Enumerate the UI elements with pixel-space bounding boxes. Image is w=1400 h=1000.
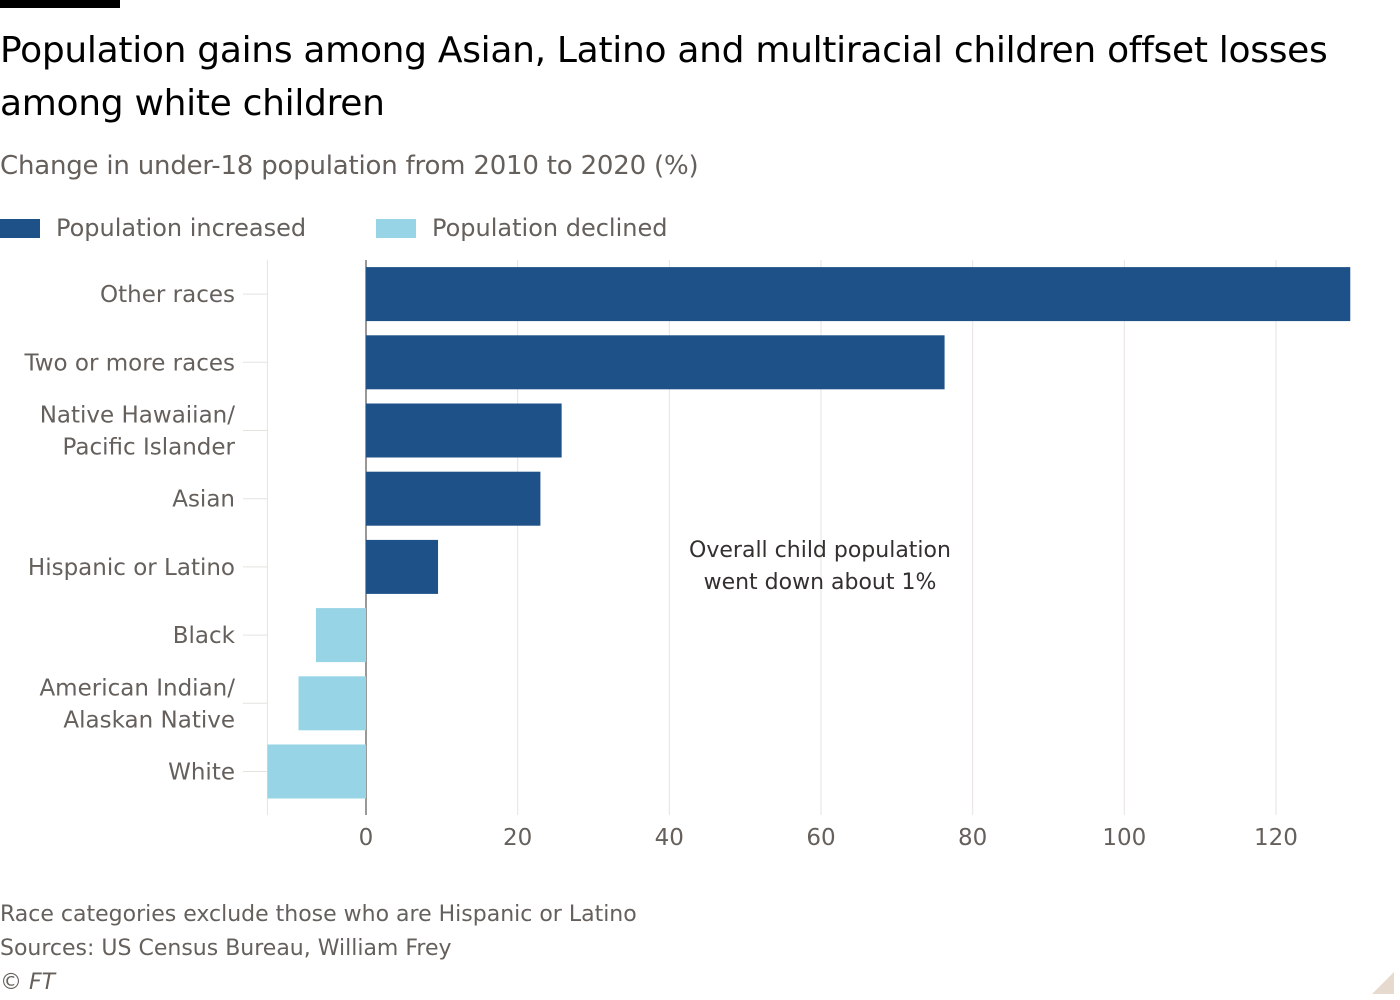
category-label: Two or more races [24,350,236,376]
footer-sources: Sources: US Census Bureau, William Frey [0,936,452,961]
category-label: Native Hawaiian/Pacific Islander [40,403,236,461]
x-tick-label: 40 [655,825,684,851]
top-rule [0,0,120,8]
bar [315,608,366,663]
annotation-overall-change: Overall child population went down about … [689,538,951,595]
x-axis: 0 20 40 60 80 100 120 [359,825,1298,851]
category-label: White [168,760,235,786]
category-axis: Other races Two or more races Native Hawai… [24,282,268,786]
bar [366,539,439,594]
footer-credit: © FT [0,970,56,995]
chart-title: Population gains among Asian, Latino and… [0,30,1328,124]
x-tick-label: 120 [1254,825,1298,851]
legend-label-increased: Population increased [56,214,307,242]
x-tick-label: 0 [359,825,374,851]
footer-note: Race categories exclude those who are Hi… [0,902,637,927]
bar [366,471,541,526]
footer: Race categories exclude those who are Hi… [0,898,637,1000]
bar [267,744,366,799]
x-tick-label: 80 [958,825,987,851]
category-label: Hispanic or Latino [28,555,235,581]
category-label: Asian [172,487,235,513]
category-label: Other races [100,282,235,308]
category-label: American Indian/Alaskan Native [39,675,235,733]
bar-chart: Other races Two or more races Native Hawai… [24,260,1351,851]
chart-subtitle: Change in under-18 population from 2010 … [0,151,699,181]
legend-swatch-increased [0,219,40,238]
x-tick-label: 100 [1102,825,1146,851]
bar [298,676,366,731]
bar [366,403,562,458]
legend-label-declined: Population declined [432,214,668,242]
bar [366,335,945,390]
legend-swatch-declined [376,219,416,238]
corner-mark [1372,972,1394,994]
x-tick-label: 20 [503,825,532,851]
bars [267,267,1351,799]
x-tick-label: 60 [806,825,835,851]
category-label: Black [173,623,236,649]
bar [366,267,1351,322]
